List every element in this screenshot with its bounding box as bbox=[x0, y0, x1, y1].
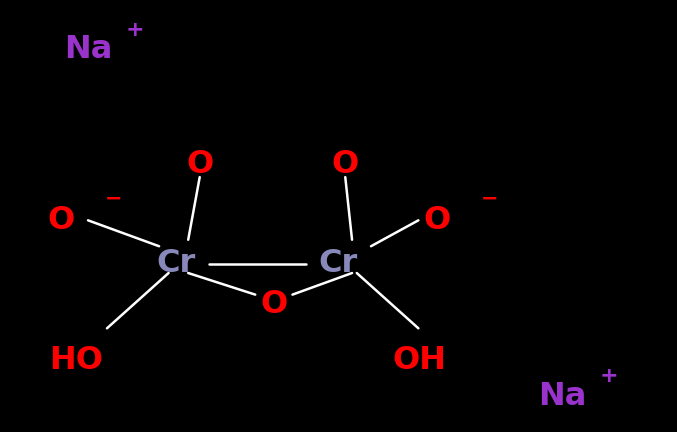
Text: Cr: Cr bbox=[319, 248, 358, 279]
Text: −: − bbox=[105, 189, 123, 209]
Text: O: O bbox=[423, 205, 450, 236]
Text: Na: Na bbox=[538, 381, 586, 412]
Text: HO: HO bbox=[49, 345, 103, 376]
Text: +: + bbox=[125, 20, 144, 40]
Text: Cr: Cr bbox=[156, 248, 196, 279]
Text: O: O bbox=[332, 149, 359, 180]
Text: O: O bbox=[261, 289, 288, 320]
Text: O: O bbox=[186, 149, 213, 180]
Text: Na: Na bbox=[64, 34, 112, 65]
Text: OH: OH bbox=[393, 345, 447, 376]
Text: −: − bbox=[481, 189, 498, 209]
Text: O: O bbox=[47, 205, 74, 236]
Text: +: + bbox=[599, 366, 618, 386]
